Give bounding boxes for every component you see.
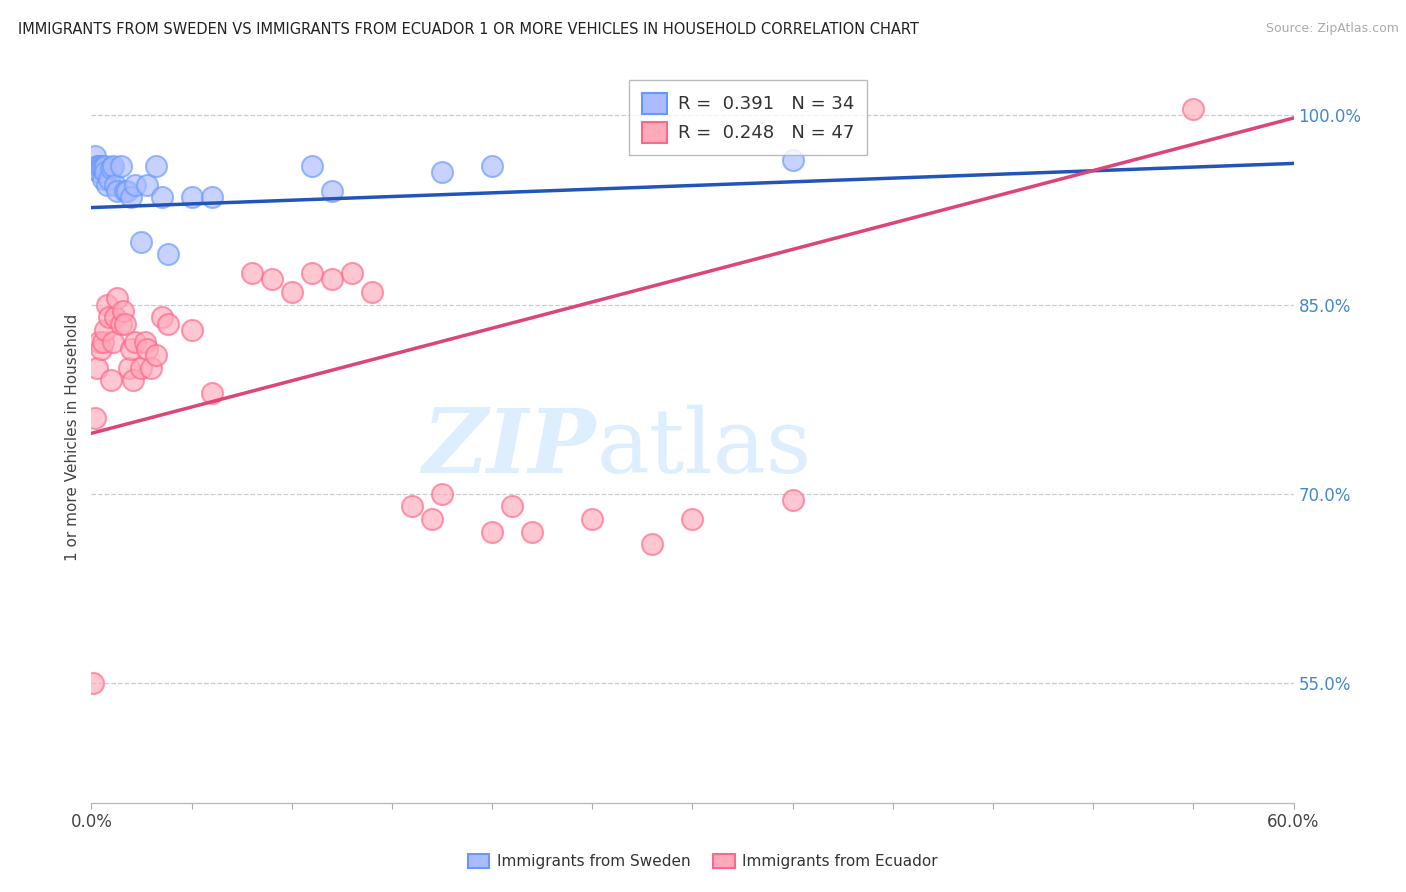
Point	[782, 493, 804, 508]
Point	[401, 500, 423, 514]
Point	[104, 310, 127, 325]
Point	[201, 190, 224, 204]
Point	[94, 159, 117, 173]
Point	[86, 159, 108, 173]
Point	[86, 360, 108, 375]
Point	[121, 342, 143, 356]
Point	[681, 512, 703, 526]
Point	[124, 335, 146, 350]
Point	[94, 165, 117, 179]
Point	[145, 348, 167, 362]
Point	[107, 184, 129, 198]
Point	[94, 323, 117, 337]
Point	[100, 161, 122, 176]
Point	[145, 159, 167, 173]
Point	[321, 184, 343, 198]
Point	[110, 159, 132, 173]
Point	[301, 159, 323, 173]
Point	[481, 159, 503, 173]
Legend: Immigrants from Sweden, Immigrants from Ecuador: Immigrants from Sweden, Immigrants from …	[461, 847, 945, 875]
Y-axis label: 1 or more Vehicles in Household: 1 or more Vehicles in Household	[65, 313, 80, 561]
Point	[89, 165, 111, 179]
Point	[260, 272, 283, 286]
Point	[117, 184, 139, 198]
Point	[180, 323, 202, 337]
Point	[89, 159, 111, 173]
Point	[114, 317, 136, 331]
Point	[430, 165, 453, 179]
Point	[340, 266, 363, 280]
Point	[201, 386, 224, 401]
Point	[430, 487, 453, 501]
Text: Source: ZipAtlas.com: Source: ZipAtlas.com	[1265, 22, 1399, 36]
Point	[110, 317, 132, 331]
Point	[96, 178, 118, 192]
Point	[98, 171, 121, 186]
Point	[281, 285, 304, 299]
Text: IMMIGRANTS FROM SWEDEN VS IMMIGRANTS FROM ECUADOR 1 OR MORE VEHICLES IN HOUSEHOL: IMMIGRANTS FROM SWEDEN VS IMMIGRANTS FRO…	[18, 22, 920, 37]
Point	[581, 512, 603, 526]
Point	[321, 272, 343, 286]
Point	[93, 335, 115, 350]
Point	[107, 291, 129, 305]
Point	[93, 171, 115, 186]
Point	[90, 159, 112, 173]
Point	[360, 285, 382, 299]
Point	[82, 676, 104, 690]
Point	[96, 298, 118, 312]
Point	[103, 159, 125, 173]
Point	[114, 184, 136, 198]
Point	[122, 373, 145, 387]
Point	[141, 360, 163, 375]
Point	[98, 310, 121, 325]
Text: atlas: atlas	[596, 404, 811, 491]
Point	[134, 335, 156, 350]
Point	[90, 342, 112, 356]
Point	[131, 360, 153, 375]
Point	[501, 500, 523, 514]
Point	[150, 310, 173, 325]
Point	[84, 149, 107, 163]
Point	[641, 537, 664, 551]
Point	[782, 153, 804, 167]
Point	[156, 317, 179, 331]
Text: ZIP: ZIP	[423, 405, 596, 491]
Point	[118, 360, 141, 375]
Point	[1182, 102, 1205, 116]
Legend: R =  0.391   N = 34, R =  0.248   N = 47: R = 0.391 N = 34, R = 0.248 N = 47	[630, 80, 868, 155]
Point	[301, 266, 323, 280]
Point	[121, 190, 143, 204]
Point	[90, 161, 112, 176]
Point	[131, 235, 153, 249]
Point	[481, 524, 503, 539]
Point	[150, 190, 173, 204]
Point	[104, 178, 127, 192]
Point	[522, 524, 544, 539]
Point	[112, 304, 135, 318]
Point	[103, 335, 125, 350]
Point	[240, 266, 263, 280]
Point	[82, 161, 104, 176]
Point	[180, 190, 202, 204]
Point	[420, 512, 443, 526]
Point	[136, 342, 159, 356]
Point	[84, 411, 107, 425]
Point	[89, 335, 111, 350]
Point	[100, 373, 122, 387]
Point	[93, 161, 115, 176]
Point	[136, 178, 159, 192]
Point	[124, 178, 146, 192]
Point	[156, 247, 179, 261]
